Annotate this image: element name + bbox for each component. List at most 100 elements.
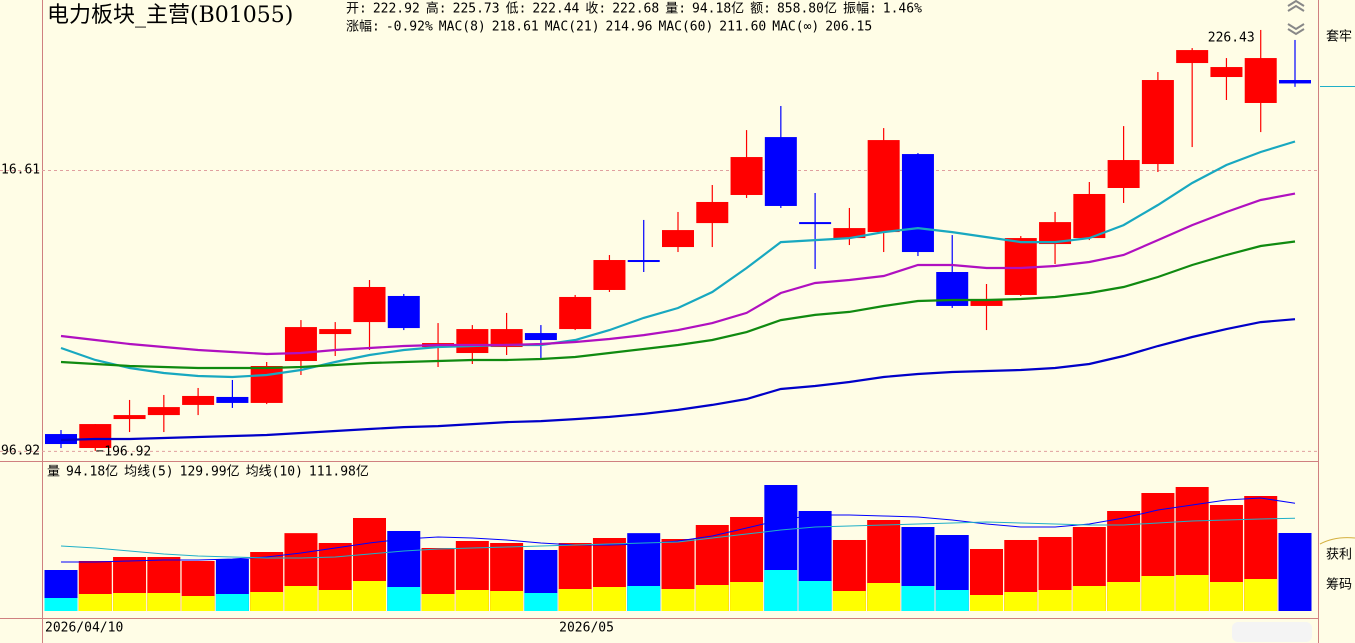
candle-body: [1210, 67, 1243, 78]
volume-inner-bar: [44, 597, 78, 611]
volume-inner-bar: [901, 585, 935, 611]
volume-inner-bar: [490, 590, 524, 611]
legend-name: MAC(∞): [772, 20, 819, 35]
scroll-up-icon[interactable]: [1287, 0, 1305, 12]
info-value: 222.68: [612, 2, 659, 17]
side-tab: 获利: [1326, 548, 1352, 563]
info-label: 额:: [750, 2, 771, 17]
volume-inner-bar: [832, 590, 866, 611]
candle-body: [559, 296, 592, 330]
candle-body: [182, 395, 215, 405]
candle-body: [1279, 80, 1311, 84]
chart-title: 电力板块_主营(B01055): [47, 3, 293, 28]
candle-body: [284, 327, 317, 362]
volume-inner-bar: [1175, 574, 1209, 611]
candle-body: [250, 366, 283, 403]
legend-name: 均线(5): [124, 465, 173, 480]
volume-inner-bar: [1244, 578, 1278, 611]
volume-value: 94.18亿: [66, 465, 118, 480]
legend-value: 206.15: [825, 20, 872, 35]
ma-line: [60, 517, 1296, 559]
candle-body: [764, 137, 797, 206]
candle-body: [1244, 58, 1277, 103]
volume-inner-bar: [764, 570, 798, 611]
candle-body: [1107, 160, 1140, 188]
candle-body: [627, 260, 660, 263]
watermark: [1232, 622, 1312, 642]
candle-body: [524, 333, 557, 341]
candle-body: [970, 298, 1003, 306]
info-value: 222.92: [373, 2, 420, 17]
volume-inner-bar: [867, 582, 901, 611]
volume-inner-bar: [1209, 582, 1243, 611]
legend-name: MAC(8): [439, 20, 486, 35]
volume-inner-bar: [695, 585, 729, 611]
candle-body: [216, 396, 249, 403]
candle-body: [387, 295, 420, 329]
ma-line: [60, 140, 1296, 379]
candle-body: [1039, 222, 1072, 245]
info-value: 222.44: [532, 2, 579, 17]
volume-inner-bar: [113, 593, 147, 611]
volume-bar: [1278, 532, 1312, 611]
candle-body: [901, 154, 934, 253]
candle-body: [113, 415, 146, 420]
volume-inner-bar: [181, 596, 215, 611]
volume-inner-bar: [935, 589, 969, 611]
y-tick-label: 96.92: [1, 443, 40, 458]
volume-inner-bar: [1072, 585, 1106, 611]
info-value: 1.46%: [883, 2, 922, 17]
legend-value: 211.60: [719, 20, 766, 35]
info-value: 94.18亿: [692, 2, 744, 17]
candle-body: [1141, 80, 1174, 165]
candle-body: [662, 230, 694, 248]
info-label: 振幅:: [843, 2, 877, 17]
volume-inner-bar: [284, 585, 318, 611]
side-tab: 套牢: [1326, 29, 1352, 45]
side-tab: 筹码: [1326, 577, 1352, 593]
y-tick-label: 16.61: [1, 163, 40, 178]
legend-value: 218.61: [492, 20, 539, 35]
info-label: 低:: [506, 2, 527, 17]
change-value: -0.92%: [386, 20, 433, 35]
info-value: 225.73: [453, 2, 500, 17]
candle-body: [799, 222, 832, 225]
annotation: 196.92: [104, 444, 151, 459]
legend-value: 129.99亿: [180, 465, 240, 480]
info-value: 858.80亿: [777, 2, 837, 17]
x-tick-label: 2026/04/10: [45, 621, 123, 636]
legend-value: 214.96: [606, 20, 653, 35]
candle-body: [1176, 50, 1209, 64]
volume-inner-bar: [421, 593, 455, 611]
candle-body: [696, 201, 729, 224]
volume-inner-bar: [1107, 582, 1141, 611]
candle-body: [833, 228, 866, 239]
ma-line: [60, 240, 1296, 370]
info-label: 量:: [665, 2, 686, 17]
volume-inner-bar: [661, 589, 695, 611]
volume-inner-bar: [1004, 592, 1038, 611]
volume-inner-bar: [592, 586, 626, 611]
legend-value: 111.98亿: [309, 465, 369, 480]
volume-inner-bar: [1038, 589, 1072, 611]
scroll-down-icon[interactable]: [1287, 23, 1305, 36]
candle-body: [456, 329, 489, 354]
candle-body: [79, 424, 112, 449]
candle-body: [593, 260, 626, 290]
volume-inner-bar: [387, 586, 421, 611]
chip-curve: [1319, 537, 1355, 545]
info-label: 收:: [585, 2, 606, 17]
info-label: 高:: [426, 1, 447, 17]
volume-inner-bar: [627, 585, 661, 611]
candle-body: [490, 329, 523, 348]
volume-inner-bar: [730, 582, 764, 611]
candle-body: [319, 329, 352, 335]
ma-line: [60, 318, 1296, 442]
volume-label: 量: [47, 465, 60, 480]
change-label: 涨幅:: [346, 20, 380, 35]
volume-inner-bar: [970, 594, 1003, 611]
volume-inner-bar: [353, 581, 386, 611]
info-label: 开:: [346, 2, 367, 17]
candle-body: [867, 140, 900, 233]
